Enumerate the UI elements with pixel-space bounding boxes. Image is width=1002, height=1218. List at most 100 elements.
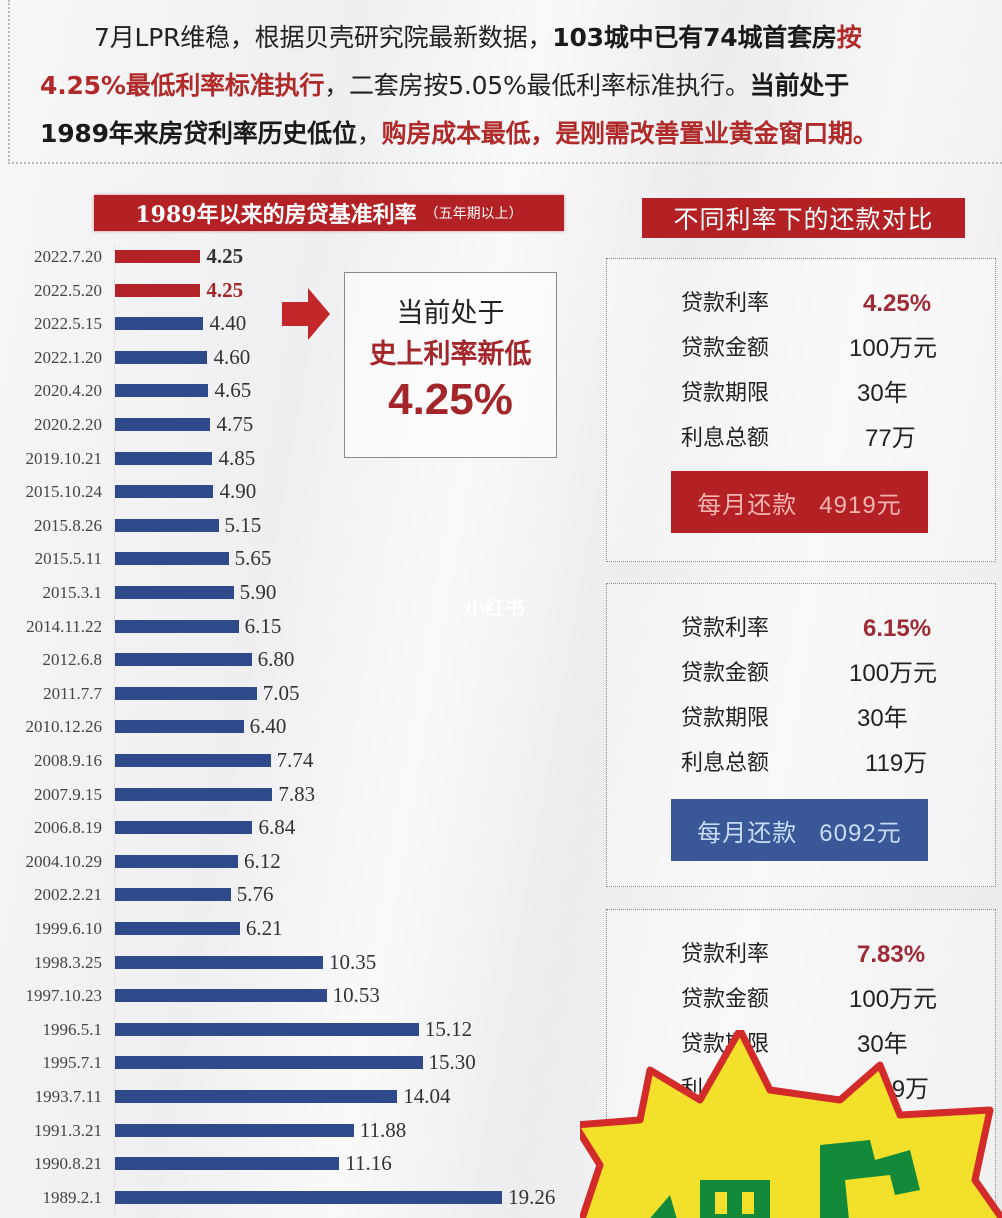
row-value: 30年 (857, 1031, 908, 1058)
bar (115, 888, 231, 902)
bar-date-label: 1998.3.25 (34, 952, 102, 972)
row-value: 77万 (865, 425, 916, 452)
bar-row: 2004.10.29 6.12 (0, 845, 600, 879)
bar-date-label: 2014.11.22 (26, 616, 102, 636)
bar-date-label: 2022.7.20 (34, 247, 102, 266)
bar-value-label: 11.88 (359, 1117, 407, 1142)
bar (115, 283, 201, 297)
intro-bold-text: 103城中已有74城首套房 (552, 23, 837, 52)
bar-date-label: 2022.1.20 (34, 347, 102, 367)
pay-label: 每月还款 (697, 818, 798, 847)
bar-value-label: 6.80 (257, 647, 295, 672)
bar-value-label: 10.53 (332, 983, 380, 1008)
rate-value: 4.25% (863, 290, 932, 317)
bar-date-label: 2002.2.21 (34, 885, 102, 905)
intro-line-3: 1989年来房贷利率历史低位，购房成本最低，是刚需改善置业黄金窗口期。 (40, 110, 1002, 158)
bar-date-label: 2008.9.16 (34, 751, 102, 770)
intro-text: 7月LPR维稳，根据贝壳研究院最新数据， (94, 23, 553, 52)
bar-row: 1990.8.21 11.16 (0, 1147, 600, 1181)
bar-row: 2022.5.15 4.40 (0, 307, 600, 341)
callout-box: 当前处于 史上利率新低 4.25% (344, 272, 557, 458)
bar-row: 2008.9.16 7.74 (0, 744, 600, 778)
bar-date-label: 2006.8.19 (34, 818, 102, 838)
rate-value: 7.83% (857, 941, 926, 968)
bar (115, 485, 214, 499)
bar (115, 989, 327, 1003)
bar-row: 2020.2.20 4.75 (0, 408, 600, 442)
bar-value-label: 4.25 (206, 244, 244, 268)
comparison-title: 不同利率下的还款对比 (642, 198, 965, 238)
bar (115, 518, 219, 532)
row-label: 利息总额 (681, 751, 770, 776)
bar (115, 619, 239, 633)
bar (115, 955, 324, 969)
row-label: 贷款利率 (681, 616, 770, 641)
bar-date-label: 1989.2.1 (42, 1187, 103, 1207)
bar-value-label: 11.16 (345, 1151, 392, 1176)
bar-value-label: 7.74 (276, 748, 314, 772)
bar-row: 2015.10.24 4.90 (0, 475, 600, 509)
pay-label: 每月还款 (697, 490, 798, 519)
bar-value-label: 6.12 (244, 848, 281, 873)
comparison-card-1: 贷款利率 4.25% 贷款金额 100万元 贷款期限 30年 利息总额 77万 每月还款… (606, 258, 996, 562)
bar-row: 2002.2.21 5.76 (0, 878, 600, 912)
chart-title: 1989年以来的房贷基准利率 （五年期以上） (94, 195, 564, 231)
row-label: 贷款利率 (681, 942, 770, 967)
bar-row: 1993.7.11 14.04 (0, 1080, 600, 1114)
bar-value-label: 4.60 (213, 344, 251, 369)
intro-line-1: 7月LPR维稳，根据贝壳研究院最新数据，103城中已有74城首套房按 (40, 14, 1002, 62)
rate-value: 6.15% (863, 615, 932, 642)
bar-date-label: 2007.9.15 (34, 784, 102, 804)
bar (115, 754, 271, 767)
bar (115, 1056, 423, 1070)
row-label: 贷款金额 (681, 336, 770, 361)
bar (115, 922, 240, 935)
bar-value-label: 4.65 (214, 378, 252, 403)
bar-date-label: 1995.7.1 (42, 1053, 103, 1073)
bar-row: 2019.10.21 4.85 (0, 442, 600, 476)
bar-row: 2007.9.15 7.83 (0, 778, 600, 812)
bar-date-label: 1990.8.21 (34, 1154, 102, 1174)
bar-row: 2022.7.20 4.25 (0, 240, 600, 274)
bar-value-label: 19.26 (508, 1184, 556, 1209)
bar-row: 2015.5.11 5.65 (0, 542, 600, 576)
intro-red-text: 购房成本最低，是刚需改善置业黄金窗口期。 (381, 119, 878, 148)
row-value: 100万元 (849, 335, 938, 362)
bar (115, 787, 273, 801)
bar (115, 586, 234, 599)
callout-line-1: 当前处于 (396, 298, 505, 329)
pay-amount: 4919元 (819, 491, 902, 519)
intro-red-text: 4.25%最低利率标准执行 (40, 71, 325, 100)
row-label: 贷款期限 (681, 381, 770, 406)
row-label: 贷款利率 (681, 291, 770, 316)
bar-row: 1991.3.21 11.88 (0, 1114, 600, 1148)
bar (115, 350, 208, 364)
bar-value-label: 15.12 (424, 1016, 473, 1041)
bar-row: 1996.5.1 15.12 (0, 1013, 600, 1047)
bar-date-label: 2015.8.26 (34, 515, 102, 535)
bar-date-label: 2011.7.7 (43, 683, 102, 703)
bar-value-label: 15.30 (428, 1050, 476, 1075)
bar-value-label: 7.05 (262, 680, 300, 705)
bar-value-label: 4.85 (218, 445, 256, 470)
bar-date-label: 2015.5.11 (34, 549, 102, 569)
bar-row: 2012.6.8 6.80 (0, 643, 600, 677)
bar-value-label: 6.84 (258, 815, 296, 840)
chart-title-main: 1989年以来的房贷基准利率 (135, 202, 417, 228)
bar-value-label: 6.40 (249, 714, 287, 739)
bar-date-label: 2015.10.24 (25, 482, 103, 502)
row-value: 100万元 (849, 986, 938, 1013)
bar-value-label: 10.35 (329, 949, 377, 974)
bar-row: 2014.11.22 6.15 (0, 610, 600, 644)
row-value: 100万元 (849, 660, 938, 687)
bar-date-label: 1997.10.23 (25, 986, 103, 1006)
starburst-sticker (580, 1030, 1002, 1218)
intro-text: ， (356, 119, 382, 148)
bar-row: 2022.1.20 4.60 (0, 341, 600, 375)
bar-date-label: 2020.4.20 (34, 381, 102, 401)
row-label: 贷款金额 (681, 661, 770, 686)
bar-value-label: 5.76 (236, 882, 274, 907)
bar-row: 1999.6.10 6.21 (0, 912, 600, 946)
bar (115, 1090, 398, 1103)
bar-date-label: 2004.10.29 (25, 851, 103, 871)
